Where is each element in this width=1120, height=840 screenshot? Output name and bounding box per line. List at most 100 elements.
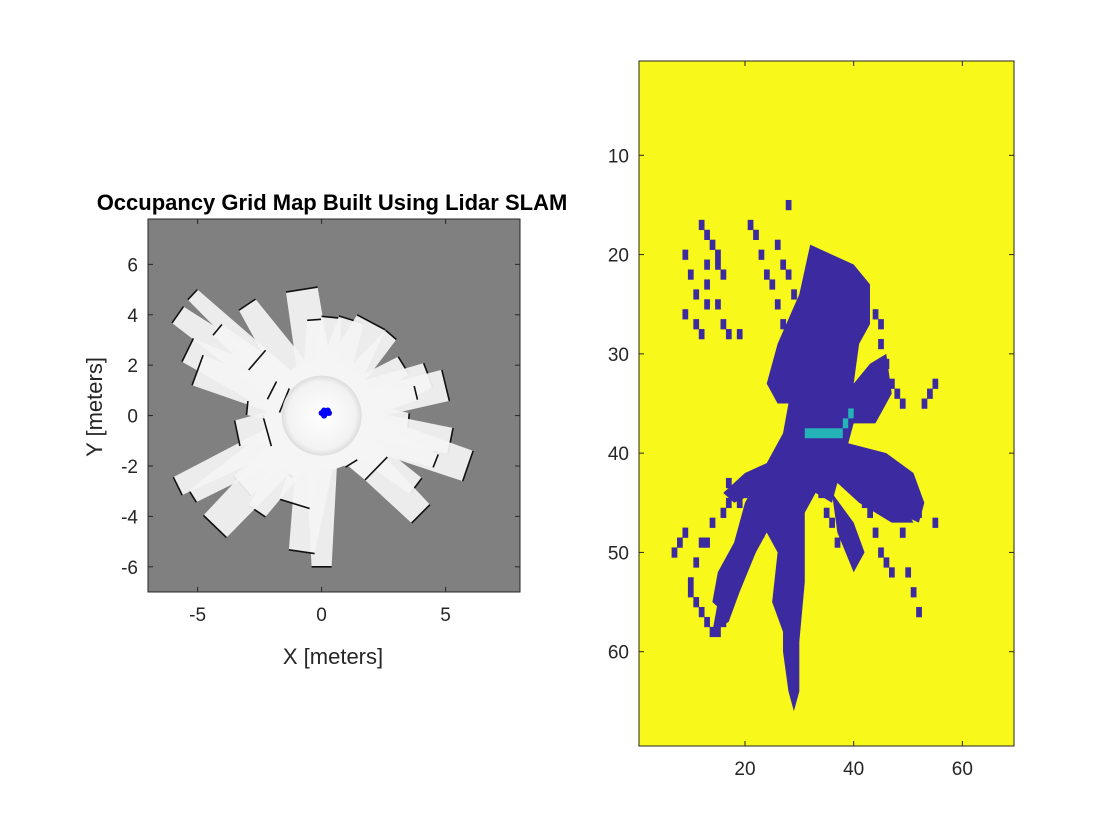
- right-x-axis: 20 40 60: [734, 61, 973, 780]
- left-x-axis-label: X [meters]: [283, 644, 383, 669]
- occupied-cell: [736, 329, 743, 340]
- occupied-cell: [780, 259, 787, 270]
- left-x-axis: -5 0 5: [189, 219, 451, 626]
- obstacle-edge: [188, 489, 198, 503]
- obstacle-edge: [266, 381, 278, 400]
- occupied-cell: [780, 319, 787, 330]
- occupied-cell: [704, 259, 710, 270]
- occupied-cell: [682, 309, 689, 320]
- obstacle-edge: [364, 456, 388, 481]
- occupied-cell: [720, 319, 727, 330]
- occupied-cell: [709, 517, 716, 528]
- occupied-cell: [894, 388, 901, 399]
- occupied-cell: [725, 497, 732, 509]
- occupied-cell: [693, 319, 700, 330]
- x-tick-label: -5: [189, 605, 206, 626]
- occupied-cell: [687, 269, 694, 280]
- occupied-cell: [774, 239, 781, 250]
- occupied-cell: [769, 279, 776, 290]
- occupied-cell: [878, 547, 884, 558]
- occupied-cell: [867, 507, 873, 518]
- occupied-cell: [829, 319, 835, 330]
- occupied-cell: [725, 477, 732, 489]
- y-tick-label: 6: [127, 255, 138, 276]
- occupied-cell: [889, 378, 895, 389]
- occupied-cell: [693, 597, 700, 608]
- obstacle-edge: [432, 454, 440, 468]
- y-tick-label: -2: [121, 457, 138, 478]
- occupied-cell: [731, 487, 738, 499]
- occupied-cell: [698, 329, 705, 340]
- occupied-cell: [693, 289, 700, 300]
- right-y-axis: 10 20 30 40 50 60: [608, 146, 1014, 664]
- y-tick-label: 40: [608, 444, 629, 465]
- y-tick-label: 30: [608, 345, 629, 366]
- occupied-cell: [693, 557, 700, 568]
- occupied-cell: [758, 527, 765, 538]
- occupied-region: [712, 244, 925, 712]
- occupied-cell: [704, 616, 710, 628]
- y-tick-label: -4: [121, 507, 138, 528]
- occupied-cell: [698, 219, 705, 231]
- x-tick-label: 20: [734, 759, 755, 780]
- obstacle-edge: [171, 306, 185, 324]
- left-axes-box: [147, 218, 521, 593]
- occupied-cell: [715, 249, 721, 260]
- occupied-cell: [720, 269, 727, 280]
- occupied-cell: [698, 607, 705, 618]
- obstacle-edge: [307, 318, 322, 322]
- y-tick-label: 20: [608, 246, 629, 267]
- path-cell: [842, 418, 849, 429]
- y-tick-label: -6: [121, 558, 138, 579]
- occupied-cell: [883, 557, 890, 568]
- obstacle-edge: [461, 450, 474, 482]
- occupied-cell: [682, 249, 689, 260]
- obstacle-edge: [181, 338, 195, 363]
- occupied-cell: [927, 388, 933, 399]
- y-tick-label: 10: [608, 146, 629, 167]
- robot-pose: [321, 412, 328, 419]
- occupied-cell: [698, 537, 705, 548]
- obstacle-edge: [285, 286, 318, 293]
- occupied-cell: [720, 616, 727, 628]
- obstacle-edge: [344, 459, 358, 468]
- obstacle-edge: [248, 349, 267, 371]
- occupied-cell: [747, 477, 754, 489]
- obstacle-edge: [288, 549, 315, 555]
- x-tick-label: 0: [316, 605, 327, 626]
- occupied-cell: [687, 587, 694, 598]
- occupied-cell: [834, 537, 841, 548]
- occupied-cell: [889, 507, 895, 518]
- occupied-cell: [785, 269, 792, 280]
- occupied-cell: [715, 259, 721, 270]
- y-tick-label: 2: [127, 356, 138, 377]
- path-cells: [804, 408, 854, 439]
- x-tick-label: 60: [952, 759, 973, 780]
- free-space-rays: [171, 286, 474, 568]
- obstacle-edge: [245, 400, 249, 416]
- left-y-axis: -6 -4 -2 0 2 4 6: [121, 255, 520, 579]
- occupied-cell: [758, 249, 765, 260]
- occupied-cell: [764, 269, 770, 280]
- x-tick-label: 40: [843, 759, 864, 780]
- occupied-cell: [742, 487, 748, 499]
- robot-path: [318, 407, 333, 419]
- occupied-cell: [905, 567, 912, 578]
- occupied-cell: [720, 507, 727, 518]
- obstacle-edge: [187, 288, 199, 301]
- obstacle-edge: [233, 420, 241, 447]
- left-chart-title: Occupancy Grid Map Built Using Lidar SLA…: [97, 190, 568, 215]
- obstacle-edge: [413, 385, 419, 400]
- occupied-cell: [916, 507, 922, 518]
- occupied-cell: [725, 329, 732, 340]
- occupied-cell: [823, 507, 830, 518]
- obstacle-edge: [191, 354, 204, 386]
- path-segment: [804, 428, 843, 439]
- occupied-cell: [916, 607, 922, 618]
- occupied-cell: [736, 497, 743, 509]
- occupied-cell: [687, 577, 694, 588]
- occupied-cell: [715, 299, 721, 310]
- obstacle-edge: [202, 514, 228, 539]
- occupied-cell: [715, 626, 721, 638]
